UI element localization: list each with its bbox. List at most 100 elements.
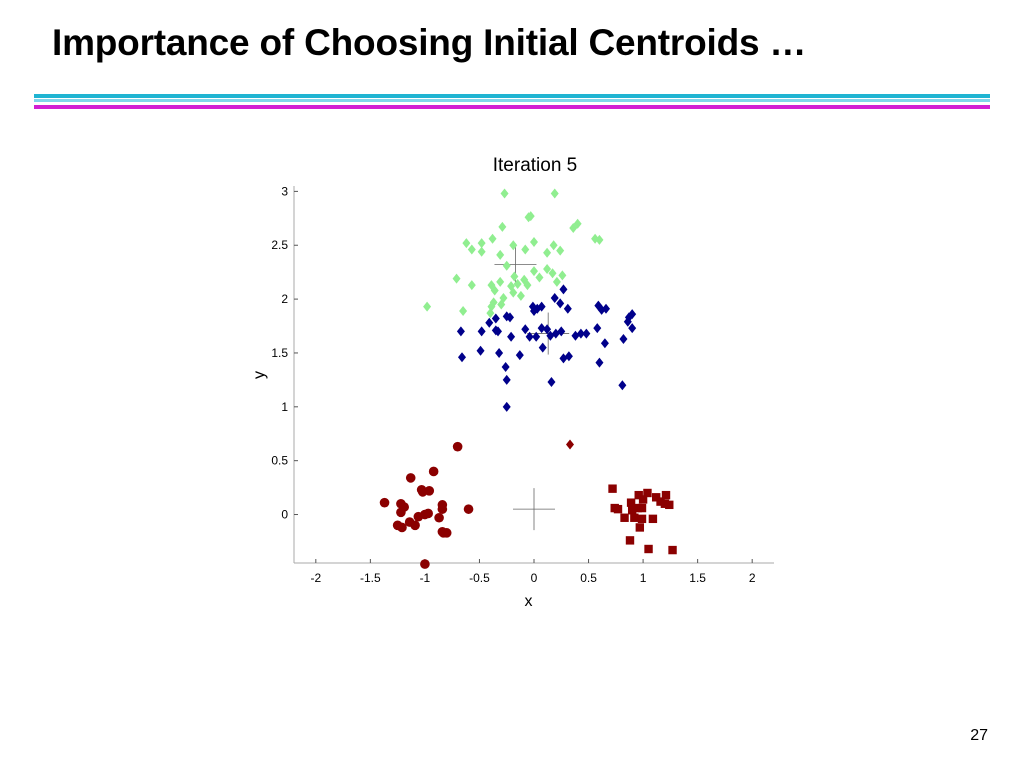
data-point-square: [627, 506, 637, 515]
y-axis-label: y: [251, 371, 268, 379]
title-rule-magenta: [34, 105, 990, 109]
data-point-diamond: [477, 246, 486, 257]
data-point-diamond: [459, 305, 468, 316]
data-point-square: [668, 545, 677, 555]
x-tick-label: -2: [310, 571, 321, 585]
data-point-diamond: [487, 301, 496, 312]
data-point-circle: [417, 487, 428, 497]
data-point-diamond: [497, 299, 506, 310]
data-point-diamond: [549, 240, 558, 251]
data-point-square: [656, 497, 665, 506]
data-point-diamond: [559, 284, 568, 295]
data-point-diamond: [556, 298, 565, 309]
data-point-diamond: [557, 326, 566, 337]
data-point-diamond: [566, 439, 574, 450]
data-point-diamond: [552, 276, 561, 287]
y-tick-label: 0: [281, 508, 288, 522]
data-point-diamond: [458, 352, 466, 363]
data-point-diamond: [485, 317, 494, 328]
data-point-diamond: [496, 249, 505, 260]
data-point-square: [635, 523, 645, 532]
data-point-circle: [420, 559, 430, 569]
data-point-diamond: [495, 347, 504, 358]
data-point-square: [648, 514, 658, 524]
data-point-diamond: [628, 323, 637, 334]
data-point-diamond: [502, 374, 511, 385]
data-point-diamond: [537, 301, 546, 312]
data-point-diamond: [452, 273, 461, 284]
data-point-diamond: [547, 377, 556, 388]
data-point-circle: [379, 497, 390, 508]
data-point-diamond: [563, 303, 572, 314]
data-points: [379, 188, 677, 569]
data-point-diamond: [537, 323, 546, 334]
data-point-diamond: [623, 316, 632, 327]
data-point-diamond: [521, 244, 530, 255]
data-point-diamond: [543, 263, 552, 274]
data-point-diamond: [535, 272, 544, 283]
x-tick-label: 0: [531, 571, 538, 585]
data-point-diamond: [513, 279, 522, 290]
data-point-diamond: [476, 345, 485, 356]
data-point-circle: [437, 504, 448, 514]
title-rule-light-cyan: [34, 99, 990, 102]
y-tick-label: 3: [281, 184, 288, 198]
data-point-circle: [423, 508, 433, 519]
data-point-diamond: [543, 324, 552, 335]
data-point-diamond: [502, 260, 511, 271]
data-point-diamond: [576, 328, 585, 339]
chart-title: Iteration 5: [493, 155, 578, 176]
data-point-diamond: [582, 328, 591, 339]
data-point-diamond: [477, 326, 486, 337]
x-tick-label: -1.5: [360, 571, 381, 585]
x-tick-label: 2: [749, 571, 756, 585]
data-point-square: [651, 493, 661, 502]
data-point-diamond: [593, 323, 602, 334]
y-tick-label: 1.5: [271, 346, 288, 360]
data-point-diamond: [498, 221, 507, 232]
x-tick-label: -0.5: [469, 571, 490, 585]
data-point-diamond: [530, 237, 538, 248]
data-point-diamond: [595, 234, 604, 245]
data-point-circle: [463, 504, 474, 514]
data-point-diamond: [558, 270, 567, 281]
data-point-square: [634, 490, 643, 500]
x-tick-label: 0.5: [580, 571, 597, 585]
data-point-diamond: [530, 266, 538, 277]
data-point-square: [643, 488, 652, 498]
data-point-square: [608, 484, 617, 493]
x-tick-label: 1: [640, 571, 647, 585]
y-tick-label: 2: [281, 292, 288, 306]
data-point-diamond: [506, 312, 514, 323]
data-point-circle: [405, 473, 416, 483]
centroid-marker: [513, 488, 555, 531]
data-point-square: [661, 490, 671, 500]
data-point-diamond: [526, 211, 535, 222]
data-point-square: [637, 503, 647, 513]
data-point-diamond: [548, 268, 557, 279]
data-point-diamond: [619, 333, 628, 344]
data-point-square: [660, 499, 670, 508]
data-point-diamond: [456, 326, 465, 337]
data-point-diamond: [509, 287, 518, 298]
data-point-circle: [410, 520, 420, 531]
x-tick-label: 1.5: [689, 571, 706, 585]
data-point-square: [620, 513, 629, 522]
data-point-diamond: [462, 238, 471, 249]
data-point-diamond: [521, 324, 530, 335]
data-point-square: [644, 544, 653, 554]
x-axis-label: x: [525, 593, 533, 610]
data-point-diamond: [618, 380, 627, 391]
data-point-circle: [428, 466, 439, 477]
data-point-square: [633, 503, 642, 513]
data-point-diamond: [550, 188, 559, 199]
y-tick-label: 1: [281, 400, 288, 414]
data-point-diamond: [550, 293, 559, 304]
data-point-square: [613, 504, 623, 514]
data-point-square: [665, 500, 674, 510]
data-point-diamond: [573, 218, 582, 229]
data-point-diamond: [490, 285, 499, 296]
data-point-diamond: [602, 303, 610, 314]
data-point-diamond: [538, 342, 547, 353]
